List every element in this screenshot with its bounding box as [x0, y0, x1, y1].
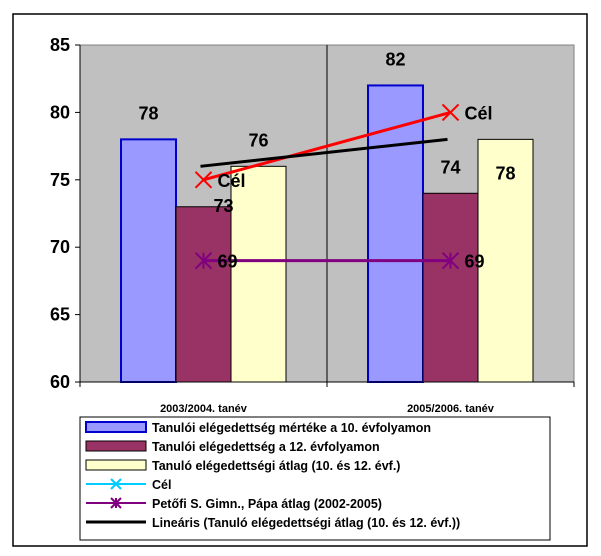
category-labels: 2003/2004. tanév 2005/2006. tanév [160, 403, 495, 415]
legend-label: Petőfi S. Gimn., Pápa átlag (2002-2005) [152, 497, 382, 511]
line-data-label: Cél [218, 171, 246, 191]
bar [422, 192, 479, 383]
bar-data-label: 78 [495, 163, 515, 183]
bar [120, 138, 177, 383]
x-category-label: 2005/2006. tanév [407, 403, 495, 415]
line-marker [441, 103, 460, 122]
y-tick-label: 65 [50, 305, 70, 325]
axes: 60 65 70 75 80 85 [50, 35, 575, 392]
legend-swatch [85, 421, 147, 433]
line-marker [194, 171, 213, 189]
y-tick-label: 85 [50, 35, 70, 55]
bar [175, 206, 232, 383]
bar-data-label: 73 [213, 196, 233, 216]
legend-swatch [85, 440, 147, 452]
bar-data-label: 76 [248, 130, 268, 150]
legend-swatch [85, 459, 147, 471]
lines [194, 103, 460, 270]
y-tick-label: 75 [50, 170, 70, 190]
legend-box [79, 416, 551, 541]
y-tick-label: 80 [50, 102, 70, 122]
y-tick-label: 70 [50, 237, 70, 257]
legend-label: Cél [152, 478, 171, 492]
legend-marker [110, 478, 122, 490]
y-tick-label: 60 [50, 372, 70, 392]
legend-label: Lineáris (Tanuló elégedettségi átlag (10… [152, 516, 460, 530]
legend-marker [110, 497, 122, 509]
bar-data-label: 78 [138, 103, 158, 123]
series-line [203, 110, 451, 182]
bar-data-label: 82 [385, 49, 405, 69]
trendline [200, 137, 448, 168]
bar [367, 84, 424, 383]
data-labels: 78 82 73 74 76 78 Cél Cél 69 69 [138, 49, 515, 271]
line-data-label: 69 [465, 252, 485, 272]
line-marker [194, 251, 213, 270]
legend-label: Tanulói elégedettség a 12. évfolyamon [152, 440, 380, 454]
x-category-label: 2003/2004. tanév [160, 403, 248, 415]
line-data-label: 69 [218, 252, 238, 272]
bar-data-label: 74 [440, 157, 460, 177]
bar [230, 165, 287, 383]
legend: Tanulói elégedettség mértéke a 10. évfol… [79, 416, 551, 541]
line-marker [441, 251, 460, 270]
bar [477, 138, 534, 383]
legend-label: Tanuló elégedettségi átlag (10. és 12. é… [152, 459, 400, 473]
legend-label: Tanulói elégedettség mértéke a 10. évfol… [152, 421, 431, 435]
line-data-label: Cél [465, 103, 493, 123]
